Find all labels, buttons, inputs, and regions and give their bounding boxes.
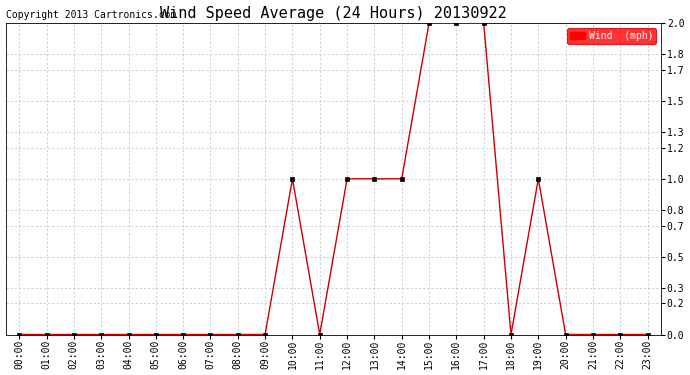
Legend: Wind  (mph): Wind (mph) [567,28,656,44]
Title: Wind Speed Average (24 Hours) 20130922: Wind Speed Average (24 Hours) 20130922 [160,6,506,21]
Text: Copyright 2013 Cartronics.com: Copyright 2013 Cartronics.com [6,10,176,20]
